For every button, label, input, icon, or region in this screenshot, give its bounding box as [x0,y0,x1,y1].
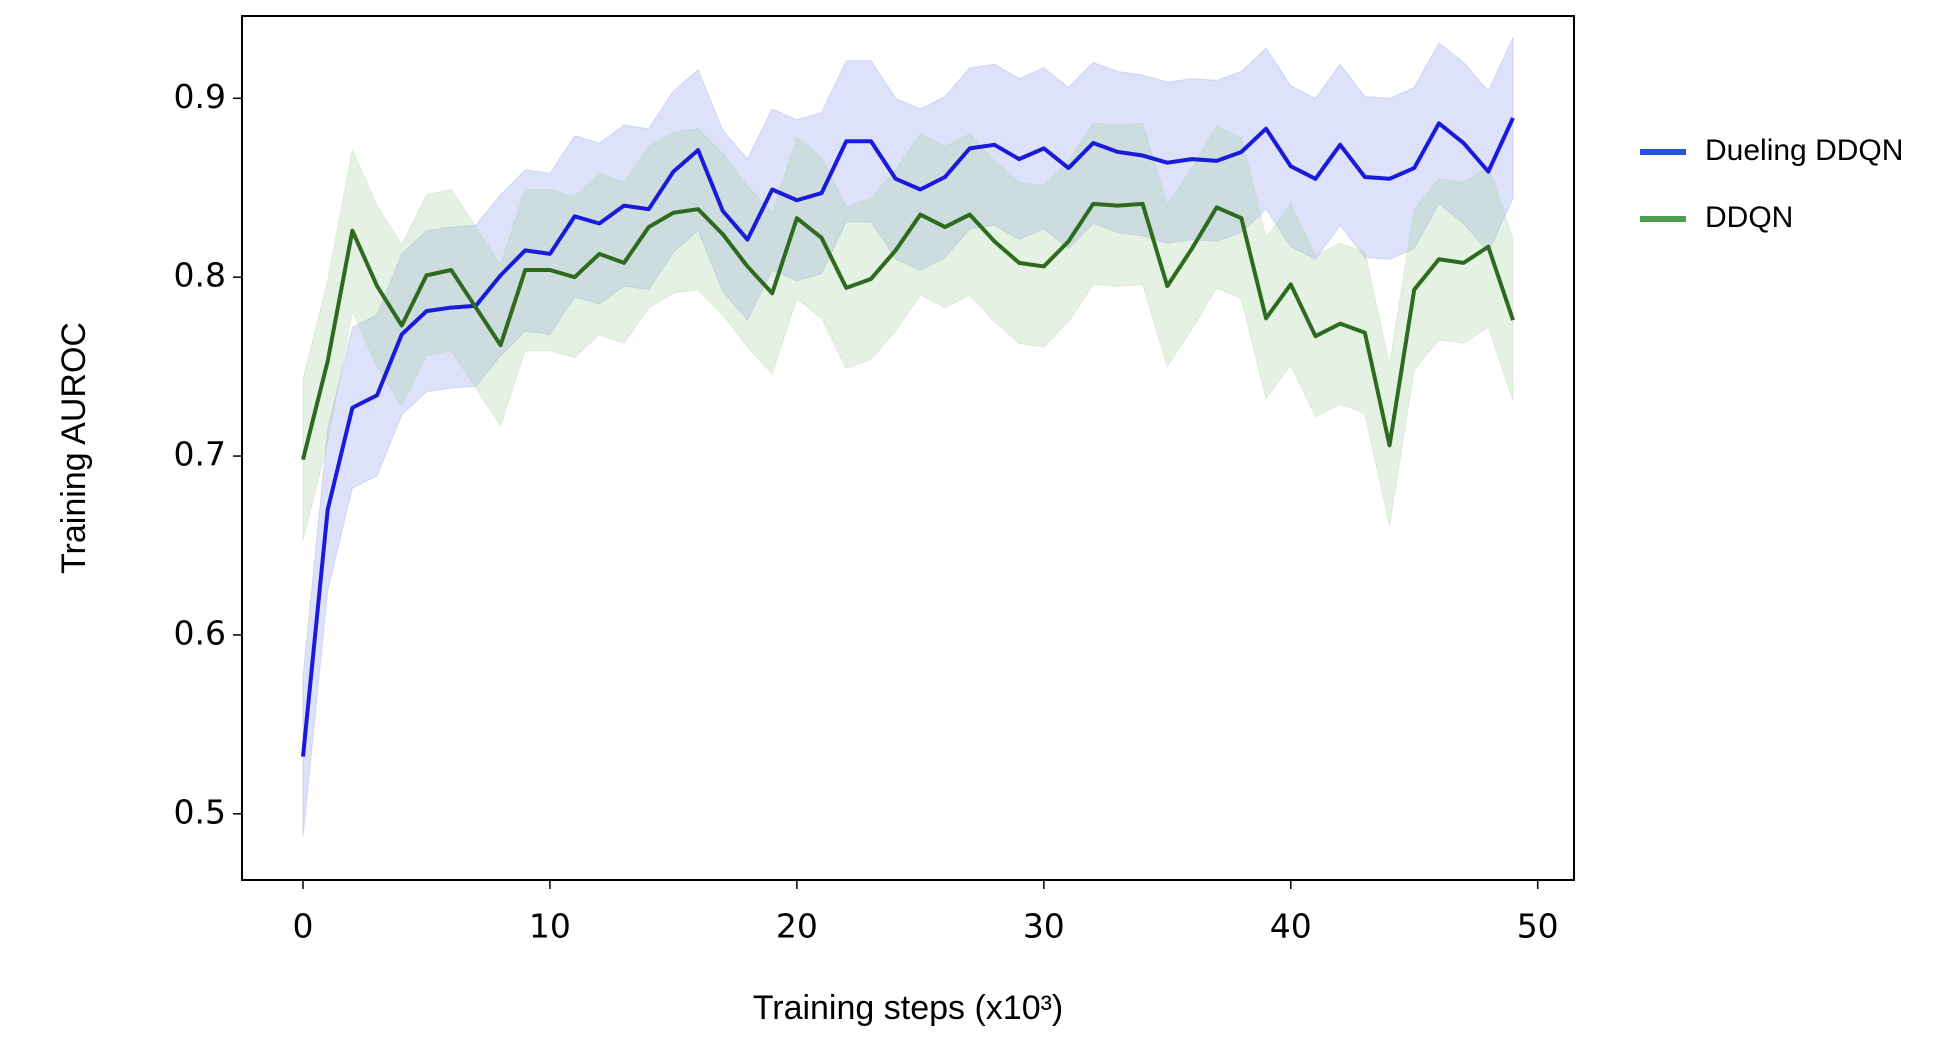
y-axis-label: Training AUROC [55,322,93,574]
plot-frame [241,15,1575,881]
x-tick-label: 20 [776,907,818,946]
y-tick-label: 0.6 [174,613,226,652]
x-tick-label: 40 [1270,907,1312,946]
legend-label: Dueling DDQN [1705,134,1903,167]
x-tick-label: 0 [292,907,313,946]
confidence-band [302,37,1514,838]
confidence-band [302,122,1514,541]
y-tick-label: 0.5 [174,792,226,831]
y-tick-label: 0.7 [174,435,226,474]
line [301,201,1515,461]
x-tick-label: 10 [529,907,571,946]
x-axis-label: Training steps (x10³) [753,989,1064,1027]
y-tick-label: 0.8 [174,256,226,295]
x-tick-label: 30 [1023,907,1065,946]
x-tick-label: 50 [1517,907,1559,946]
y-tick-label: 0.9 [174,77,226,116]
legend-label: DDQN [1705,201,1793,234]
line [301,117,1515,757]
